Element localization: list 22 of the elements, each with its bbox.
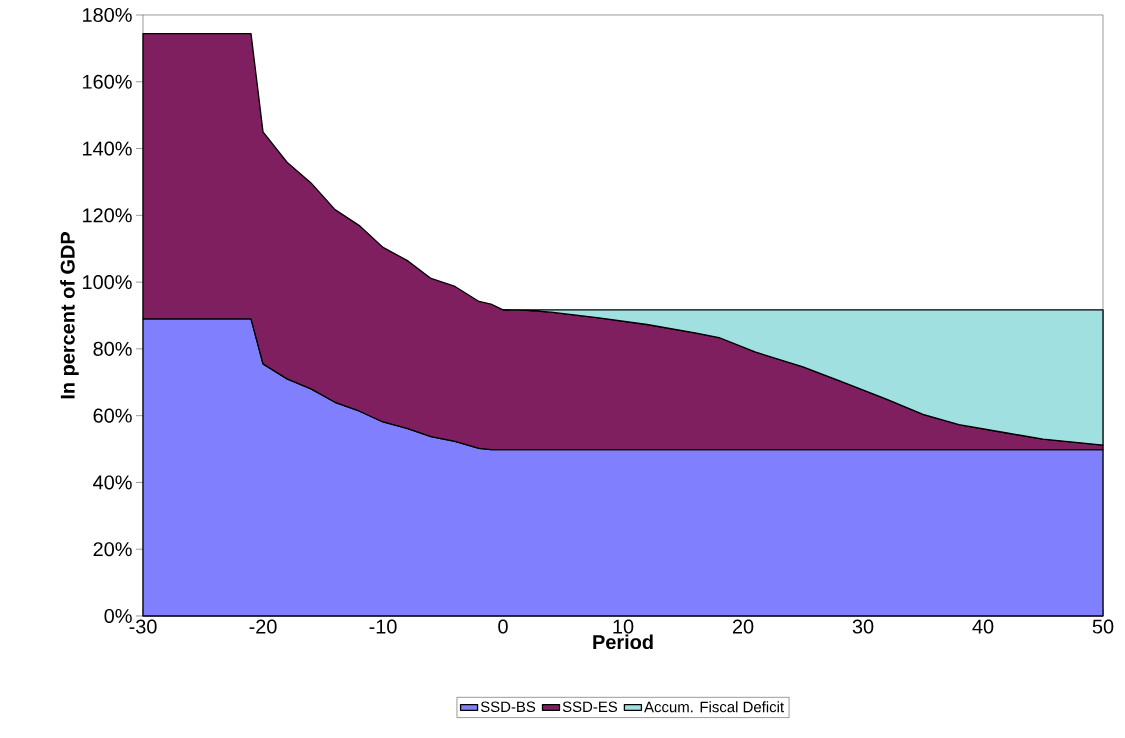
x-axis-title: Period [593, 634, 653, 650]
y-tick-label: 140% [83, 141, 132, 156]
x-tick-label: 50 [1092, 619, 1114, 634]
legend-label: SSD-BS [480, 701, 536, 713]
legend-label: SSD-ES [562, 701, 618, 713]
x-tick-label: 30 [852, 619, 874, 634]
y-tick-label: 120% [83, 208, 132, 223]
x-tick-label: -20 [249, 619, 277, 634]
x-tick-label: 20 [732, 619, 754, 634]
x-tick-label: -10 [369, 619, 397, 634]
y-tick-label: 180% [83, 7, 132, 23]
y-tick-label: 160% [83, 74, 132, 89]
legend-label: Accum. Fiscal Deficit [644, 701, 784, 713]
y-tick-label: 40% [93, 475, 132, 490]
x-tick-label: 10 [613, 619, 634, 634]
y-tick-label: 100% [83, 275, 132, 290]
y-tick-label: 20% [93, 542, 132, 557]
x-tick-label: 40 [972, 619, 994, 634]
y-axis-title: In percent of GDP [60, 232, 79, 399]
x-tick-label: 0 [498, 619, 508, 634]
y-tick-label: 80% [93, 341, 132, 356]
y-tick-label: 60% [93, 408, 132, 423]
